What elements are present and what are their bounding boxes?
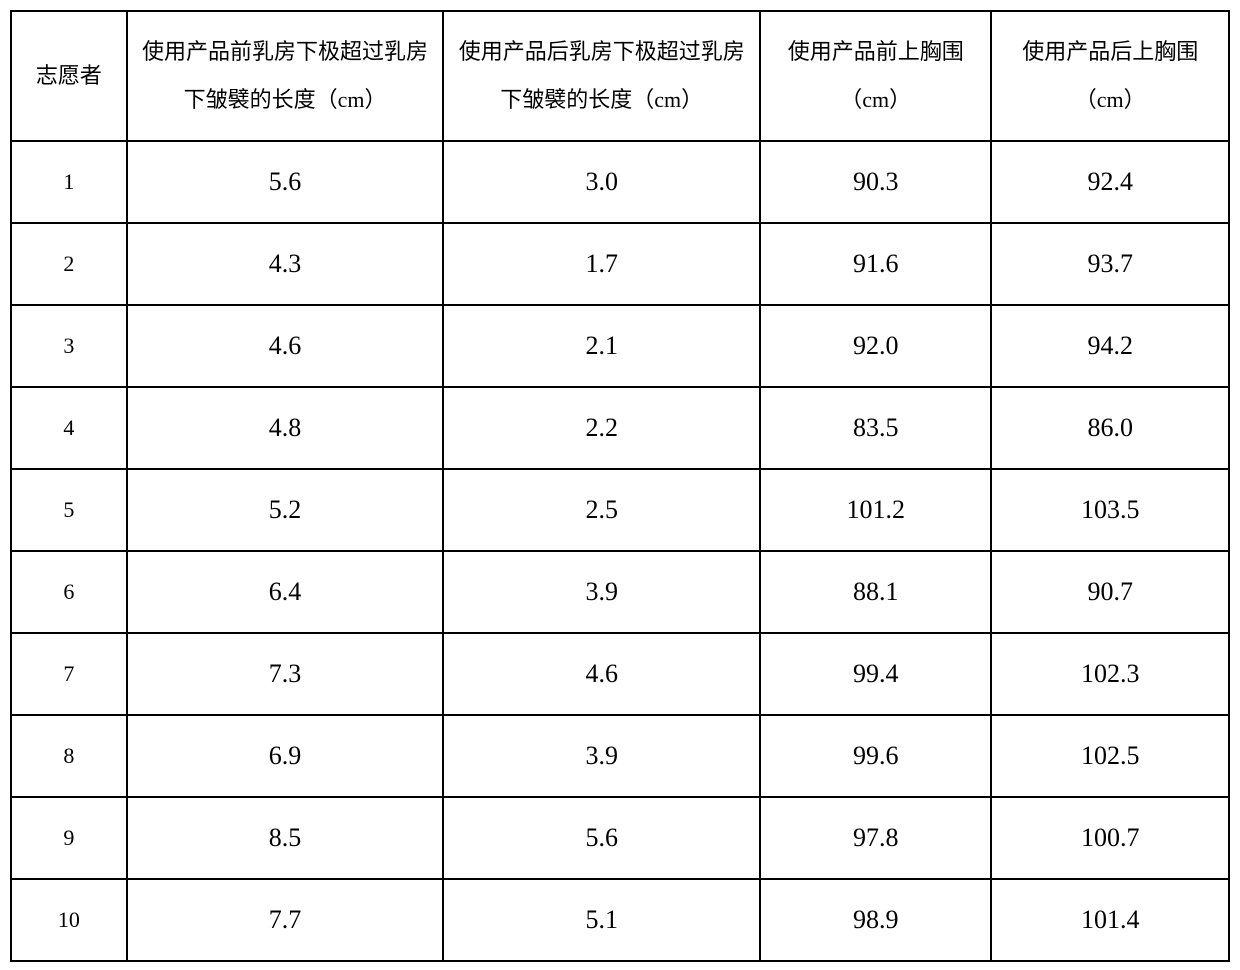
cell-before-chest: 91.6	[760, 223, 991, 305]
table-row: 8 6.9 3.9 99.6 102.5	[11, 715, 1229, 797]
cell-volunteer-id: 3	[11, 305, 127, 387]
table-body: 1 5.6 3.0 90.3 92.4 2 4.3 1.7 91.6 93.7 …	[11, 141, 1229, 961]
cell-volunteer-id: 5	[11, 469, 127, 551]
cell-after-chest: 103.5	[991, 469, 1229, 551]
cell-after-length: 2.2	[443, 387, 760, 469]
cell-before-length: 5.6	[127, 141, 444, 223]
table-row: 9 8.5 5.6 97.8 100.7	[11, 797, 1229, 879]
column-header-before-length: 使用产品前乳房下极超过乳房下皱襞的长度（cm）	[127, 11, 444, 141]
table-row: 4 4.8 2.2 83.5 86.0	[11, 387, 1229, 469]
table-row: 3 4.6 2.1 92.0 94.2	[11, 305, 1229, 387]
cell-before-chest: 97.8	[760, 797, 991, 879]
table-row: 6 6.4 3.9 88.1 90.7	[11, 551, 1229, 633]
cell-after-chest: 92.4	[991, 141, 1229, 223]
cell-volunteer-id: 8	[11, 715, 127, 797]
cell-after-length: 5.1	[443, 879, 760, 961]
cell-before-length: 5.2	[127, 469, 444, 551]
cell-after-length: 4.6	[443, 633, 760, 715]
cell-after-length: 5.6	[443, 797, 760, 879]
cell-volunteer-id: 7	[11, 633, 127, 715]
cell-volunteer-id: 4	[11, 387, 127, 469]
cell-after-chest: 100.7	[991, 797, 1229, 879]
cell-before-length: 4.8	[127, 387, 444, 469]
cell-before-length: 4.6	[127, 305, 444, 387]
cell-after-length: 3.0	[443, 141, 760, 223]
cell-after-chest: 86.0	[991, 387, 1229, 469]
table-row: 5 5.2 2.5 101.2 103.5	[11, 469, 1229, 551]
cell-after-length: 3.9	[443, 551, 760, 633]
column-header-after-length: 使用产品后乳房下极超过乳房下皱襞的长度（cm）	[443, 11, 760, 141]
table-row: 1 5.6 3.0 90.3 92.4	[11, 141, 1229, 223]
cell-volunteer-id: 10	[11, 879, 127, 961]
cell-before-chest: 88.1	[760, 551, 991, 633]
cell-volunteer-id: 6	[11, 551, 127, 633]
cell-after-chest: 102.5	[991, 715, 1229, 797]
table-row: 10 7.7 5.1 98.9 101.4	[11, 879, 1229, 961]
column-header-after-chest: 使用产品后上胸围（cm）	[991, 11, 1229, 141]
cell-before-chest: 92.0	[760, 305, 991, 387]
cell-after-length: 3.9	[443, 715, 760, 797]
cell-before-chest: 83.5	[760, 387, 991, 469]
cell-volunteer-id: 2	[11, 223, 127, 305]
column-header-volunteer: 志愿者	[11, 11, 127, 141]
cell-after-length: 2.5	[443, 469, 760, 551]
cell-before-chest: 90.3	[760, 141, 991, 223]
cell-after-length: 2.1	[443, 305, 760, 387]
cell-before-chest: 98.9	[760, 879, 991, 961]
table-header: 志愿者 使用产品前乳房下极超过乳房下皱襞的长度（cm） 使用产品后乳房下极超过乳…	[11, 11, 1229, 141]
cell-after-length: 1.7	[443, 223, 760, 305]
cell-before-length: 7.3	[127, 633, 444, 715]
cell-volunteer-id: 9	[11, 797, 127, 879]
cell-after-chest: 94.2	[991, 305, 1229, 387]
header-row: 志愿者 使用产品前乳房下极超过乳房下皱襞的长度（cm） 使用产品后乳房下极超过乳…	[11, 11, 1229, 141]
cell-before-chest: 99.6	[760, 715, 991, 797]
cell-before-length: 4.3	[127, 223, 444, 305]
cell-after-chest: 90.7	[991, 551, 1229, 633]
data-table: 志愿者 使用产品前乳房下极超过乳房下皱襞的长度（cm） 使用产品后乳房下极超过乳…	[10, 10, 1230, 962]
cell-before-chest: 99.4	[760, 633, 991, 715]
cell-before-length: 6.9	[127, 715, 444, 797]
table-row: 7 7.3 4.6 99.4 102.3	[11, 633, 1229, 715]
cell-before-length: 7.7	[127, 879, 444, 961]
cell-before-length: 8.5	[127, 797, 444, 879]
cell-before-chest: 101.2	[760, 469, 991, 551]
cell-after-chest: 102.3	[991, 633, 1229, 715]
table-row: 2 4.3 1.7 91.6 93.7	[11, 223, 1229, 305]
column-header-before-chest: 使用产品前上胸围（cm）	[760, 11, 991, 141]
cell-before-length: 6.4	[127, 551, 444, 633]
cell-after-chest: 93.7	[991, 223, 1229, 305]
cell-volunteer-id: 1	[11, 141, 127, 223]
cell-after-chest: 101.4	[991, 879, 1229, 961]
